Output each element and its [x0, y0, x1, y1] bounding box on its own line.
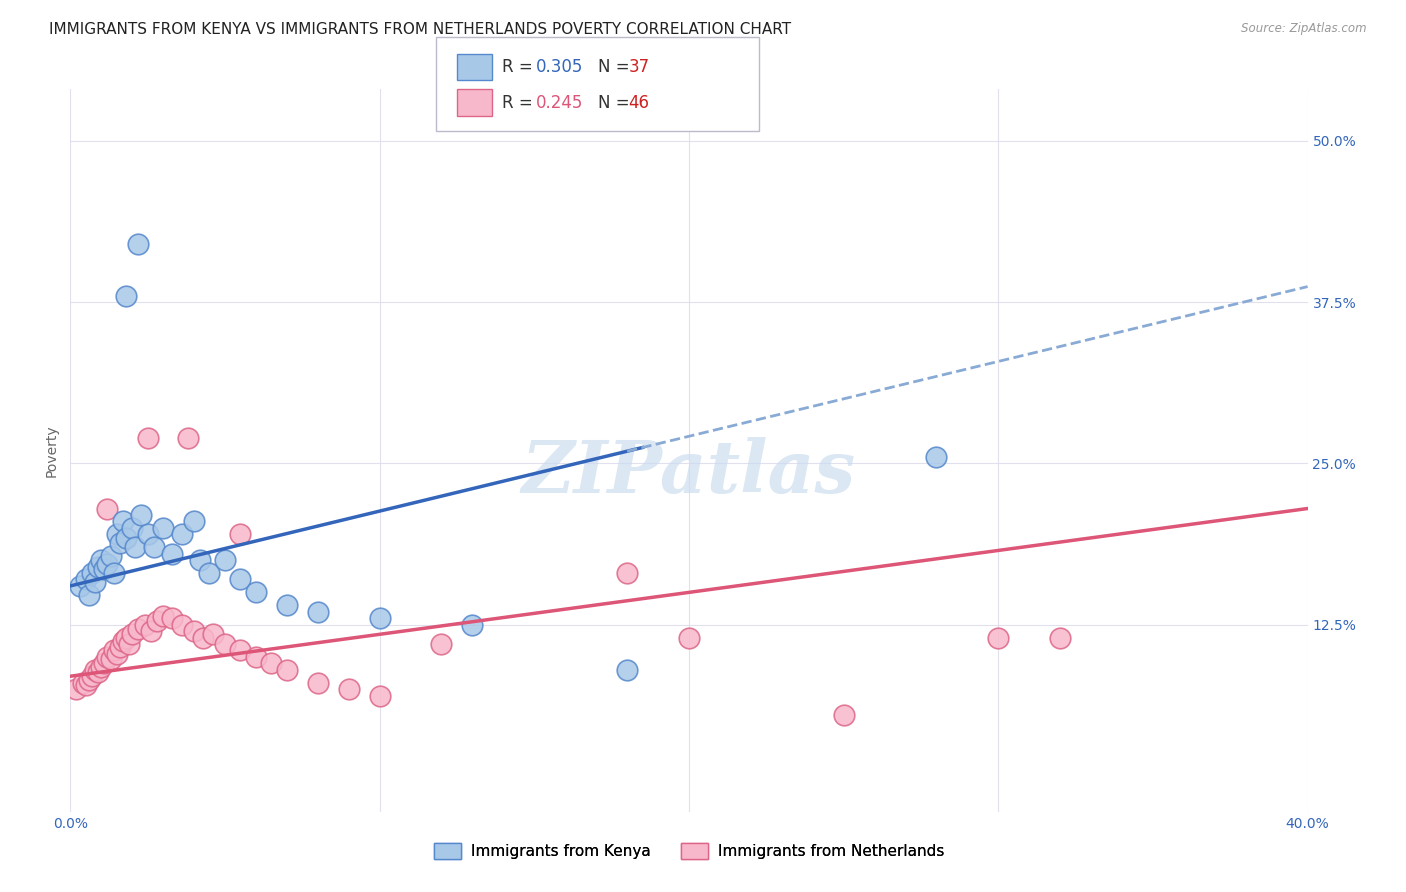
Point	[96, 501, 118, 516]
Point	[93, 562, 115, 576]
Point	[77, 588, 100, 602]
Point	[93, 657, 115, 671]
Point	[136, 431, 159, 445]
Point	[65, 682, 87, 697]
Point	[925, 450, 948, 464]
Text: R =: R =	[502, 58, 538, 76]
Point	[100, 549, 122, 564]
Point	[162, 547, 184, 561]
Point	[77, 673, 100, 687]
Point	[103, 566, 125, 580]
Point	[183, 515, 205, 529]
Point	[152, 608, 174, 623]
Point	[198, 566, 221, 580]
Point	[142, 540, 165, 554]
Point	[337, 682, 360, 697]
Point	[80, 669, 103, 683]
Point	[430, 637, 453, 651]
Point	[72, 675, 94, 690]
Text: N =: N =	[598, 58, 634, 76]
Point	[229, 527, 252, 541]
Point	[183, 624, 205, 639]
Point	[105, 648, 128, 662]
Point	[90, 553, 112, 567]
Point	[121, 626, 143, 640]
Point	[111, 515, 134, 529]
Legend: Immigrants from Kenya, Immigrants from Netherlands: Immigrants from Kenya, Immigrants from N…	[427, 838, 950, 865]
Point	[229, 573, 252, 587]
Y-axis label: Poverty: Poverty	[45, 425, 59, 476]
Point	[260, 657, 283, 671]
Point	[124, 540, 146, 554]
Point	[131, 508, 153, 522]
Point	[105, 527, 128, 541]
Point	[832, 708, 855, 723]
Point	[115, 631, 138, 645]
Point	[170, 617, 193, 632]
Point	[678, 631, 700, 645]
Point	[307, 605, 329, 619]
Point	[201, 626, 224, 640]
Text: Source: ZipAtlas.com: Source: ZipAtlas.com	[1241, 22, 1367, 36]
Point	[368, 689, 391, 703]
Point	[152, 521, 174, 535]
Point	[177, 431, 200, 445]
Point	[80, 566, 103, 580]
Point	[96, 557, 118, 571]
Point	[170, 527, 193, 541]
Text: ZIPatlas: ZIPatlas	[522, 437, 856, 508]
Point	[368, 611, 391, 625]
Text: N =: N =	[598, 94, 634, 112]
Point	[193, 631, 215, 645]
Text: 0.245: 0.245	[536, 94, 583, 112]
Point	[127, 237, 149, 252]
Point	[214, 637, 236, 651]
Point	[214, 553, 236, 567]
Point	[100, 652, 122, 666]
Point	[616, 663, 638, 677]
Point	[115, 288, 138, 302]
Point	[245, 649, 267, 664]
Text: 0.305: 0.305	[536, 58, 583, 76]
Point	[461, 617, 484, 632]
Point	[103, 643, 125, 657]
Point	[108, 640, 131, 654]
Point	[108, 536, 131, 550]
Point	[75, 573, 97, 587]
Point	[987, 631, 1010, 645]
Point	[127, 622, 149, 636]
Point	[136, 527, 159, 541]
Text: 37: 37	[628, 58, 650, 76]
Point	[276, 663, 298, 677]
Point	[139, 624, 162, 639]
Point	[616, 566, 638, 580]
Text: 46: 46	[628, 94, 650, 112]
Point	[121, 521, 143, 535]
Point	[87, 665, 110, 680]
Point	[84, 575, 107, 590]
Point	[90, 660, 112, 674]
Point	[87, 559, 110, 574]
Point	[245, 585, 267, 599]
Point	[188, 553, 211, 567]
Point	[307, 675, 329, 690]
Point	[84, 663, 107, 677]
Point	[115, 531, 138, 545]
Text: R =: R =	[502, 94, 538, 112]
Point	[1049, 631, 1071, 645]
Point	[118, 637, 141, 651]
Point	[69, 579, 91, 593]
Point	[75, 678, 97, 692]
Point	[276, 599, 298, 613]
Point	[111, 634, 134, 648]
Point	[162, 611, 184, 625]
Point	[229, 643, 252, 657]
Point	[96, 649, 118, 664]
Text: IMMIGRANTS FROM KENYA VS IMMIGRANTS FROM NETHERLANDS POVERTY CORRELATION CHART: IMMIGRANTS FROM KENYA VS IMMIGRANTS FROM…	[49, 22, 792, 37]
Point	[134, 617, 156, 632]
Point	[146, 614, 169, 628]
